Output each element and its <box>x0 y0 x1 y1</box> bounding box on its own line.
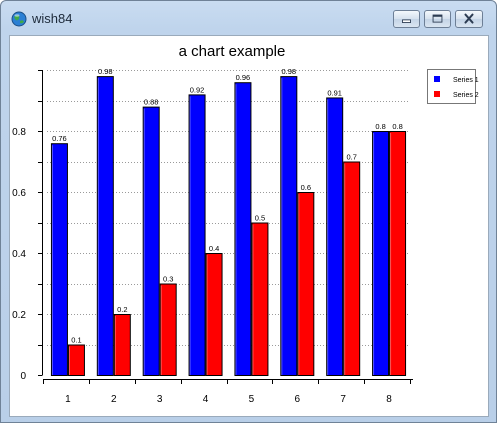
bar-chart: a chart example 0 0.2 0.4 0.6 0.8 1 2 3 4 5 6 7 8 0.… <box>12 43 479 405</box>
bar-1 <box>326 97 344 376</box>
maximize-icon <box>432 14 443 23</box>
data-label: 0.76 <box>52 134 67 143</box>
title-bar[interactable]: wish84 <box>1 1 496 35</box>
y-tick-label: 0.4 <box>12 249 26 260</box>
bar-2 <box>251 222 269 376</box>
globe-icon[interactable] <box>11 11 27 27</box>
close-icon <box>464 13 474 24</box>
bar-1 <box>234 82 252 376</box>
data-label: 0.2 <box>117 305 127 314</box>
window-title: wish84 <box>32 11 73 26</box>
x-tick-label: 3 <box>157 394 163 405</box>
bar-2 <box>389 131 407 376</box>
x-tick-label: 8 <box>386 394 392 405</box>
data-label: 0.98 <box>98 67 113 76</box>
bar-1 <box>372 131 390 376</box>
data-label: 0.5 <box>255 214 265 223</box>
data-label: 0.96 <box>236 73 251 82</box>
legend-label: Series 1 <box>453 77 479 84</box>
data-label: 0.1 <box>71 336 81 345</box>
bars <box>50 76 407 377</box>
x-tick-label: 7 <box>340 394 346 405</box>
data-label: 0.6 <box>301 183 311 192</box>
data-label: 0.92 <box>190 85 205 94</box>
y-tick-label: 0.2 <box>12 310 26 321</box>
legend-swatch <box>434 76 440 82</box>
bar-2 <box>343 161 361 376</box>
y-tick-label: 0.8 <box>12 127 26 138</box>
bar-2 <box>159 283 177 376</box>
data-label: 0.8 <box>375 122 385 131</box>
data-label: 0.3 <box>163 275 173 284</box>
data-label: 0.91 <box>327 88 342 97</box>
minimize-button[interactable] <box>393 10 420 28</box>
x-tick-label: 1 <box>65 394 71 405</box>
bar-1 <box>142 106 160 376</box>
maximize-button[interactable] <box>424 10 451 28</box>
bar-2 <box>67 344 85 376</box>
data-labels: 0.76 0.1 0.98 0.2 0.88 0.3 0.92 0.4 0.96 0.5 0.98 0… <box>52 67 403 344</box>
data-label: 0.4 <box>209 244 219 253</box>
bar-2 <box>205 253 223 376</box>
x-tick-label: 6 <box>295 394 301 405</box>
bar-2 <box>297 192 315 376</box>
y-tick-label: 0.6 <box>12 188 26 199</box>
x-tick-label: 4 <box>203 394 209 405</box>
data-label: 0.88 <box>144 98 159 107</box>
legend: Series 1 Series 2 <box>427 69 479 104</box>
legend-label: Series 2 <box>453 92 479 99</box>
data-label: 0.8 <box>392 122 402 131</box>
legend-box <box>427 69 476 104</box>
close-button[interactable] <box>455 10 483 28</box>
x-tick-label: 5 <box>249 394 255 405</box>
data-label: 0.98 <box>282 67 297 76</box>
bar-1 <box>50 143 68 376</box>
bar-1 <box>96 76 114 376</box>
chart-area: a chart example 0 0.2 0.4 0.6 0.8 1 2 3 4 5 6 7 8 0.… <box>9 35 489 417</box>
minimize-icon <box>402 19 411 23</box>
bar-1 <box>280 76 298 376</box>
chart-title: a chart example <box>179 43 286 60</box>
bar-2 <box>113 314 131 376</box>
bar-1 <box>188 94 206 377</box>
x-tick-label: 2 <box>111 394 117 405</box>
axes: 0 0.2 0.4 0.6 0.8 1 2 3 4 5 6 7 8 <box>12 70 413 405</box>
legend-swatch <box>434 91 440 97</box>
data-label: 0.7 <box>346 153 356 162</box>
y-tick-label: 0 <box>20 371 26 382</box>
